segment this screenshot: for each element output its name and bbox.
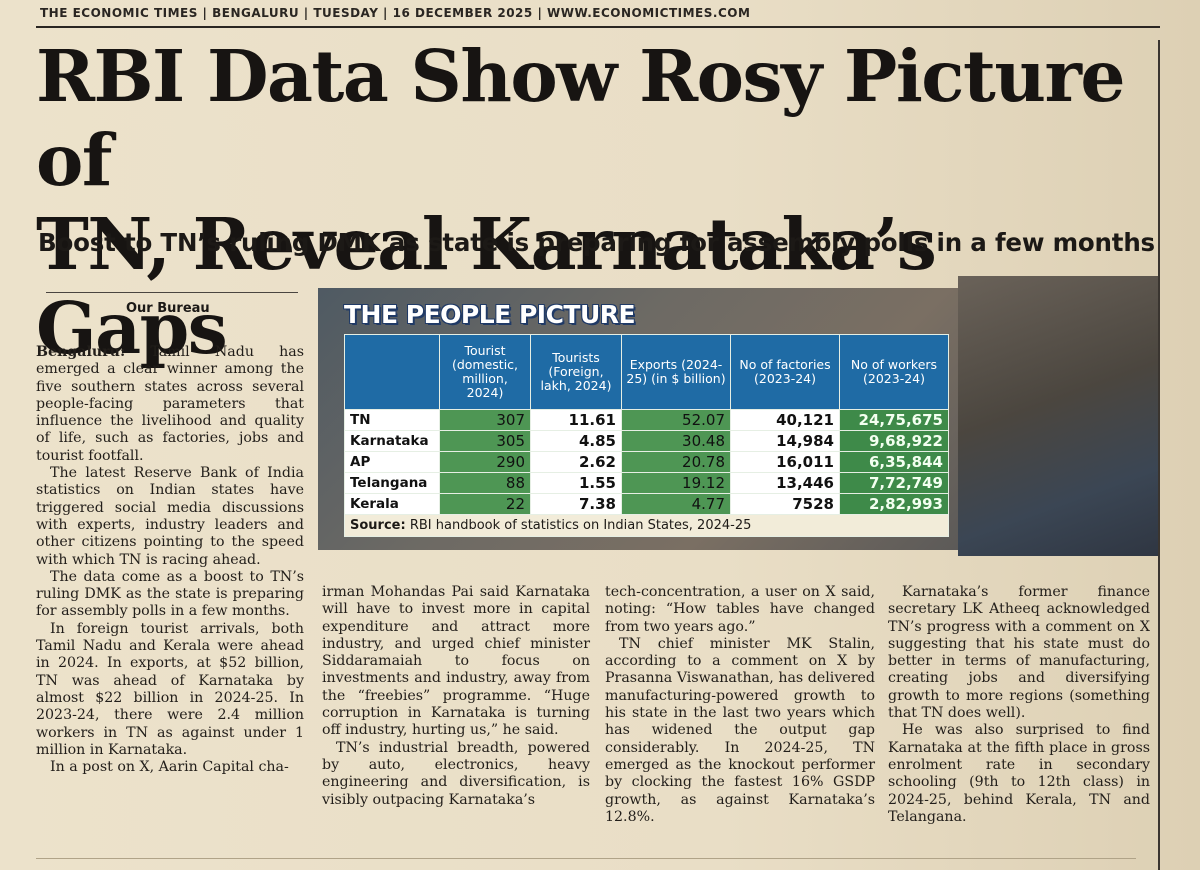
table-row: Kerala 22 7.38 4.77 7528 2,82,993 bbox=[344, 493, 949, 515]
paragraph: The latest Reserve Bank of India statist… bbox=[36, 465, 304, 568]
table-cell: 7528 bbox=[730, 493, 840, 515]
byline-rule bbox=[46, 292, 298, 293]
table-cell: 4.85 bbox=[530, 430, 622, 452]
paragraph: The data come as a boost to TN’s ruling … bbox=[36, 568, 304, 620]
byline: Our Bureau bbox=[126, 301, 210, 316]
table-cell: 14,984 bbox=[730, 430, 840, 452]
table-cell: 22 bbox=[439, 493, 531, 515]
table-row: AP 290 2.62 20.78 16,011 6,35,844 bbox=[344, 451, 949, 473]
paragraph: TN’s industrial breadth, powered by auto… bbox=[322, 739, 590, 808]
table-cell: 307 bbox=[439, 409, 531, 431]
paragraph-text: Tamil Nadu has emerged a clear winner am… bbox=[36, 344, 304, 464]
headline-line-2: TN, Reveal Karnataka’s Gaps bbox=[36, 202, 937, 370]
dateline: Bengaluru: bbox=[36, 344, 126, 360]
crowd-photo-right bbox=[958, 276, 1158, 556]
table-row: Telangana 88 1.55 19.12 13,446 7,72,749 bbox=[344, 472, 949, 494]
article-column-2: irman Mohandas Pai said Karnataka will h… bbox=[322, 584, 590, 809]
table-header-state bbox=[344, 334, 440, 410]
state-cell: Karnataka bbox=[344, 430, 440, 452]
table-header-row: Tourist (domestic, million, 2024) Touris… bbox=[344, 334, 949, 410]
table-cell: 305 bbox=[439, 430, 531, 452]
paragraph: irman Mohandas Pai said Karnataka will h… bbox=[322, 584, 590, 739]
masthead: THE ECONOMIC TIMES | BENGALURU | TUESDAY… bbox=[40, 6, 751, 20]
bottom-rule bbox=[36, 858, 1136, 859]
column-rule bbox=[1158, 40, 1160, 870]
table-cell: 30.48 bbox=[621, 430, 731, 452]
paragraph: In a post on X, Aarin Capital cha- bbox=[50, 759, 289, 776]
table-cell: 19.12 bbox=[621, 472, 731, 494]
table-title: THE PEOPLE PICTURE bbox=[344, 300, 636, 329]
article-column-4: Karnataka’s former finance secretary LK … bbox=[888, 584, 1150, 826]
table-cell: 9,68,922 bbox=[839, 430, 949, 452]
table-header-cell: No of workers (2023-24) bbox=[839, 334, 949, 410]
paragraph: Karnataka’s former finance secretary LK … bbox=[888, 584, 1150, 722]
table-cell: 2,82,993 bbox=[839, 493, 949, 515]
table-cell: 16,011 bbox=[730, 451, 840, 473]
masthead-rule bbox=[36, 26, 1160, 28]
table-cell: 7,72,749 bbox=[839, 472, 949, 494]
table-row: Karnataka 305 4.85 30.48 14,984 9,68,922 bbox=[344, 430, 949, 452]
table-header-cell: Tourist (domestic, million, 2024) bbox=[439, 334, 531, 410]
state-cell: Telangana bbox=[344, 472, 440, 494]
headline-line-1: RBI Data Show Rosy Picture of bbox=[36, 34, 1126, 202]
paragraph: tech-concentration, a user on X said, no… bbox=[605, 584, 875, 635]
state-cell: TN bbox=[344, 409, 440, 431]
table-header-cell: Tourists (Foreign, lakh, 2024) bbox=[530, 334, 622, 410]
table-cell: 290 bbox=[439, 451, 531, 473]
table-cell: 1.55 bbox=[530, 472, 622, 494]
table-cell: 4.77 bbox=[621, 493, 731, 515]
table-cell: 2.62 bbox=[530, 451, 622, 473]
data-table: Tourist (domestic, million, 2024) Touris… bbox=[344, 334, 949, 537]
table-source-row: Source: RBI handbook of statistics on In… bbox=[344, 514, 949, 537]
state-cell: Kerala bbox=[344, 493, 440, 515]
table-cell: 11.61 bbox=[530, 409, 622, 431]
paragraph: He was also surprised to find Karnataka … bbox=[888, 722, 1150, 825]
paragraph: In foreign tourist arrivals, both Tamil … bbox=[36, 620, 304, 758]
headline: RBI Data Show Rosy Picture of TN, Reveal… bbox=[36, 34, 1146, 370]
table-cell: 40,121 bbox=[730, 409, 840, 431]
paragraph: TN chief minister MK Stalin, according t… bbox=[605, 635, 875, 825]
table-cell: 7.38 bbox=[530, 493, 622, 515]
table-cell: 24,75,675 bbox=[839, 409, 949, 431]
table-header-cell: Exports (2024-25) (in $ billion) bbox=[621, 334, 731, 410]
table-cell: 13,446 bbox=[730, 472, 840, 494]
table-cell: 20.78 bbox=[621, 451, 731, 473]
article-column-3: tech-concentration, a user on X said, no… bbox=[605, 584, 875, 826]
article-column-1: Bengaluru: Tamil Nadu has emerged a clea… bbox=[36, 344, 304, 776]
table-cell: 88 bbox=[439, 472, 531, 494]
subheadline: Boost to TN’s ruling DMK as state is pre… bbox=[38, 228, 1155, 257]
table-row: TN 307 11.61 52.07 40,121 24,75,675 bbox=[344, 409, 949, 431]
paragraph: Bengaluru: Tamil Nadu has emerged a clea… bbox=[36, 344, 304, 465]
source-label: Source: bbox=[350, 518, 406, 533]
source-text: RBI handbook of statistics on Indian Sta… bbox=[409, 518, 752, 533]
table-header-cell: No of factories (2023-24) bbox=[730, 334, 840, 410]
table-cell: 52.07 bbox=[621, 409, 731, 431]
table-cell: 6,35,844 bbox=[839, 451, 949, 473]
table-source: Source: RBI handbook of statistics on In… bbox=[344, 514, 949, 537]
state-cell: AP bbox=[344, 451, 440, 473]
